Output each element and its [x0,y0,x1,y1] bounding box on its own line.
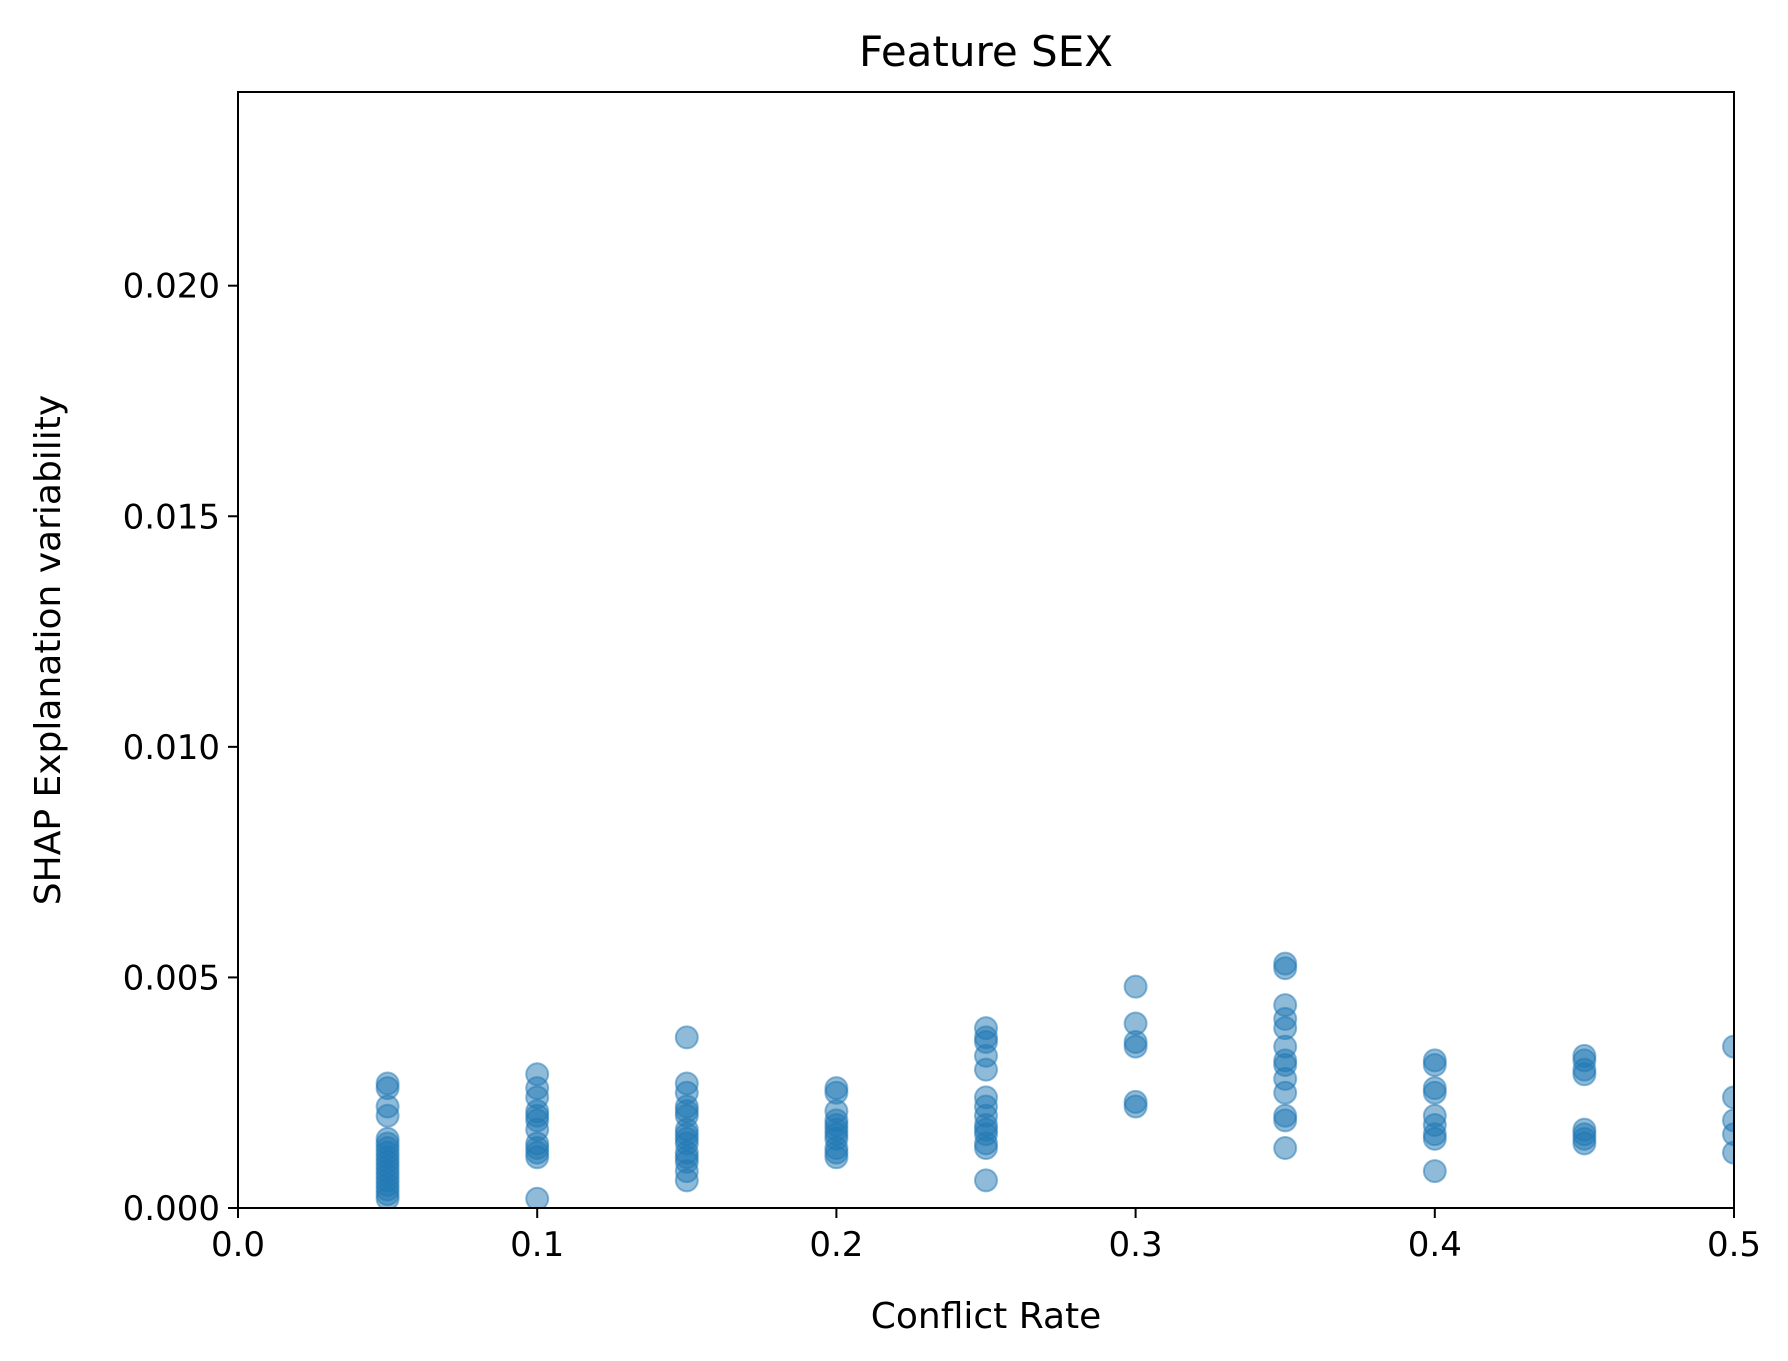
chart-title: Feature SEX [859,27,1113,76]
scatter-point [1722,1085,1734,1110]
y-tick-label: 0.010 [123,728,220,768]
scatter-point [674,1025,699,1050]
scatter-point [1422,1126,1447,1151]
scatter-point [1273,1108,1298,1133]
scatter-point [824,1145,849,1170]
scatter-point [375,1103,400,1128]
scatter-point [1123,1034,1148,1059]
scatter-point [1422,1159,1447,1184]
scatter-point [1572,1062,1597,1087]
x-tick-label: 0.5 [1707,1225,1761,1265]
y-tick-label: 0.005 [123,958,220,998]
scatter-point [1722,1122,1734,1147]
plot-frame [237,91,1735,1209]
scatter-point [375,1186,400,1208]
scatter-point [1123,1094,1148,1119]
scatter-point [1572,1131,1597,1156]
x-tick-label: 0.4 [1408,1225,1462,1265]
scatter-point [525,1186,550,1208]
points-layer [375,951,1734,1208]
y-axis-label: SHAP Explanation variability [28,395,69,905]
scatter-point [1422,1053,1447,1078]
x-axis-label: Conflict Rate [871,1296,1102,1337]
scatter-point [1273,1136,1298,1161]
y-tick-label: 0.015 [123,497,220,537]
scatter-point [1273,1080,1298,1105]
scatter-point [1123,974,1148,999]
scatter-point [974,1168,998,1193]
x-tick-label: 0.2 [809,1225,863,1265]
y-axis: 0.000 0.005 0.010 0.015 0.020 [123,267,238,1229]
scatter-point [974,1136,998,1161]
scatter-point [525,1145,550,1170]
x-axis: 0.0 0.1 0.2 0.3 0.4 0.5 [211,1208,1761,1265]
x-tick-label: 0.3 [1109,1225,1163,1265]
scatter-point [674,1168,699,1193]
x-tick-label: 0.0 [211,1225,265,1265]
scatter-point [1722,1140,1734,1165]
scatter-point [1422,1080,1447,1105]
y-tick-label: 0.000 [123,1189,220,1229]
y-tick-label: 0.020 [123,267,220,307]
scatter-point [1273,956,1298,981]
scatter-point [974,1057,998,1082]
x-tick-label: 0.1 [510,1225,564,1265]
scatter-point [1722,1034,1734,1059]
